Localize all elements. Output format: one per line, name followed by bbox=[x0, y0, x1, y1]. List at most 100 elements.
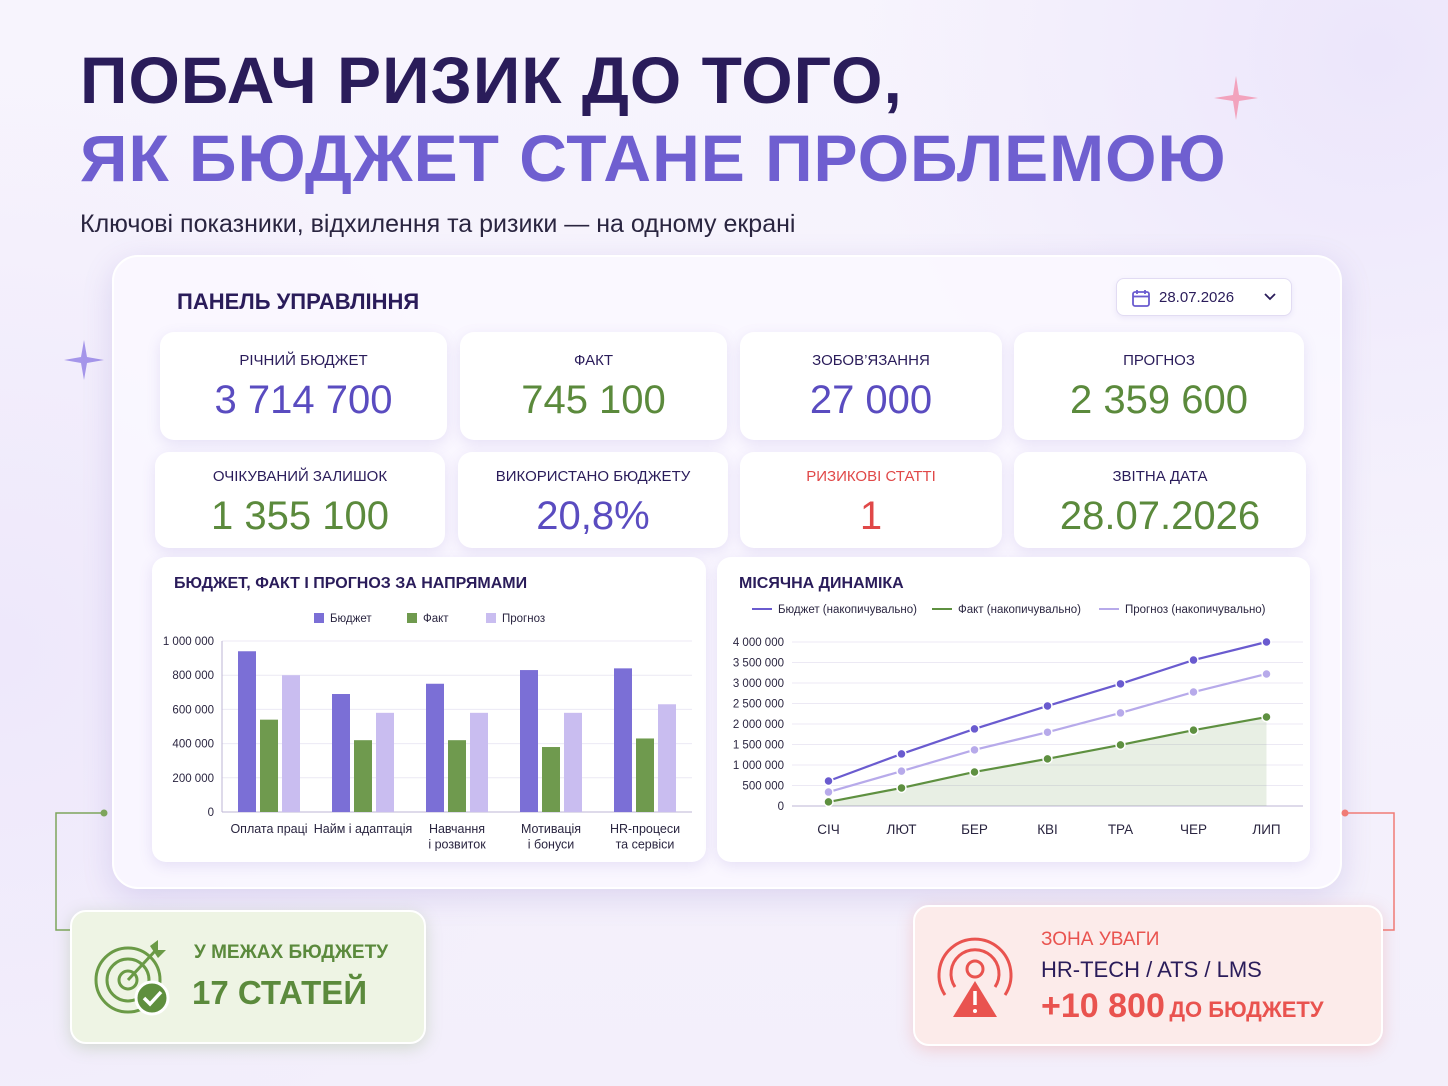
kpi-value: 1 bbox=[859, 494, 883, 538]
y-tick-label: 200 000 bbox=[172, 773, 214, 785]
point bbox=[1042, 700, 1053, 712]
bar bbox=[260, 719, 278, 812]
line-chart: МІСЯЧНА ДИНАМІКА 0 500 000 1 000 000 1 500 0… bbox=[733, 575, 1303, 837]
point bbox=[1042, 726, 1053, 738]
y-tick-label: 1 000 000 bbox=[163, 636, 214, 648]
point bbox=[969, 744, 980, 756]
bar bbox=[332, 694, 350, 812]
legend-label: Бюджет (накопичувально) bbox=[778, 604, 917, 616]
bar-chart: БЮДЖЕТ, ФАКТ І ПРОГНОЗ ЗА НАПРЯМАМИ 0 200 … bbox=[163, 575, 692, 852]
callout-value: 17 СТАТЕЙ bbox=[192, 974, 368, 1011]
point bbox=[896, 765, 907, 777]
bar bbox=[636, 738, 654, 812]
y-tick-label: 2 000 000 bbox=[733, 719, 784, 731]
bar bbox=[658, 704, 676, 812]
alert-icon bbox=[937, 937, 1013, 1017]
x-tick-label: БЕР bbox=[961, 822, 988, 837]
kpi-card: ЗВІТНА ДАТА 28.07.2026 bbox=[1014, 452, 1306, 548]
kpi-label: ЗВІТНА ДАТА bbox=[1112, 468, 1208, 485]
kpi-value: 28.07.2026 bbox=[1059, 494, 1261, 538]
kpi-label: РИЗИКОВІ СТАТТІ bbox=[806, 468, 936, 485]
point bbox=[1261, 711, 1272, 723]
bar bbox=[448, 740, 466, 812]
bar bbox=[470, 712, 488, 812]
subtitle: Ключові показники, відхилення та ризики … bbox=[80, 210, 796, 238]
chart-title: МІСЯЧНА ДИНАМІКА bbox=[739, 575, 904, 592]
bar bbox=[282, 675, 300, 812]
bar bbox=[376, 712, 394, 812]
kpi-card: ЗОБОВ’ЯЗАННЯ 27 000 bbox=[740, 332, 1002, 440]
kpi-value: 27 000 bbox=[809, 378, 933, 422]
date-text: 28.07.2026 bbox=[1159, 289, 1235, 306]
bar bbox=[542, 747, 560, 812]
x-tick-label: ЛИП bbox=[1252, 822, 1280, 837]
bar bbox=[520, 670, 538, 812]
kpi-card: ВИКОРИСТАНО БЮДЖЕТУ 20,8% bbox=[458, 452, 728, 548]
y-tick-label: 400 000 bbox=[172, 739, 214, 751]
point bbox=[1188, 724, 1199, 736]
x-tick-label: ЛЮТ bbox=[887, 822, 917, 837]
legend-swatch bbox=[486, 613, 496, 623]
y-tick-label: 1 000 000 bbox=[733, 760, 784, 772]
y-tick-label: 3 500 000 bbox=[733, 658, 784, 670]
callout-label: У МЕЖАХ БЮДЖЕТУ bbox=[194, 942, 389, 963]
point bbox=[896, 782, 907, 794]
point bbox=[896, 748, 907, 760]
kpi-card: ФАКТ 745 100 bbox=[460, 332, 727, 440]
callout-suffix: ДО БЮДЖЕТУ bbox=[1169, 997, 1324, 1022]
legend-label: Факт (накопичувально) bbox=[958, 604, 1081, 616]
legend-label: Бюджет bbox=[330, 613, 372, 625]
calendar-icon bbox=[1132, 290, 1150, 307]
bar bbox=[614, 668, 632, 812]
x-tick-label: ЧЕР bbox=[1180, 822, 1207, 837]
y-tick-label: 1 500 000 bbox=[733, 740, 784, 752]
point bbox=[1261, 636, 1272, 648]
point bbox=[969, 723, 980, 735]
target-icon bbox=[94, 940, 170, 1016]
kpi-label: ВИКОРИСТАНО БЮДЖЕТУ bbox=[495, 468, 691, 485]
y-tick-label: 800 000 bbox=[172, 670, 214, 682]
legend-label: Прогноз (накопичувально) bbox=[1125, 604, 1266, 616]
y-tick-label: 600 000 bbox=[172, 704, 214, 716]
bar bbox=[426, 683, 444, 812]
kpi-value: 1 355 100 bbox=[211, 494, 389, 538]
point bbox=[823, 775, 834, 787]
point bbox=[1115, 678, 1126, 690]
bar bbox=[238, 651, 256, 812]
callout-amount-row: +10 800 ДО БЮДЖЕТУ bbox=[1041, 987, 1324, 1026]
point bbox=[1188, 654, 1199, 666]
callout-risk: ЗОНА УВАГИ HR-TECH / ATS / LMS +10 800 Д… bbox=[913, 905, 1383, 1046]
y-tick-label: 500 000 bbox=[742, 781, 784, 793]
callout-ok: У МЕЖАХ БЮДЖЕТУ 17 СТАТЕЙ bbox=[70, 910, 426, 1044]
kpi-label: ОЧІКУВАНИЙ ЗАЛИШОК bbox=[212, 468, 388, 485]
point bbox=[1188, 686, 1199, 698]
kpi-label: ПРОГНОЗ bbox=[1123, 352, 1195, 369]
kpi-label: ФАКТ bbox=[574, 352, 613, 369]
kpi-value: 3 714 700 bbox=[214, 378, 393, 422]
legend-label: Факт bbox=[423, 613, 449, 625]
sparkle bbox=[1214, 76, 1258, 120]
sparkle bbox=[64, 340, 104, 380]
x-tick-label: Оплата праці bbox=[230, 822, 307, 836]
callout-label: ЗОНА УВАГИ bbox=[1041, 929, 1160, 950]
kpi-label: РІЧНИЙ БЮДЖЕТ bbox=[239, 352, 368, 369]
x-tick-label: ТРА bbox=[1108, 822, 1133, 837]
chart-card bbox=[717, 557, 1310, 862]
y-tick-label: 0 bbox=[778, 801, 784, 813]
title: ПОБАЧ РИЗИК ДО ТОГО, bbox=[80, 43, 903, 117]
y-tick-label: 4 000 000 bbox=[733, 637, 784, 649]
title: ЯК БЮДЖЕТ СТАНЕ ПРОБЛЕМОЮ bbox=[80, 121, 1227, 195]
y-tick-label: 2 500 000 bbox=[733, 699, 784, 711]
point bbox=[1042, 753, 1053, 765]
point bbox=[823, 786, 834, 798]
date-picker[interactable]: 28.07.2026 bbox=[1116, 278, 1292, 316]
kpi-value: 20,8% bbox=[536, 494, 650, 538]
x-tick-label: Мотивація і бонуси bbox=[521, 822, 581, 852]
kpi-label: ЗОБОВ’ЯЗАННЯ bbox=[812, 352, 930, 369]
kpi-card: ПРОГНОЗ 2 359 600 bbox=[1014, 332, 1304, 440]
legend-swatch bbox=[314, 613, 324, 623]
callout-amount: +10 800 bbox=[1041, 987, 1165, 1025]
legend-swatch bbox=[407, 613, 417, 623]
